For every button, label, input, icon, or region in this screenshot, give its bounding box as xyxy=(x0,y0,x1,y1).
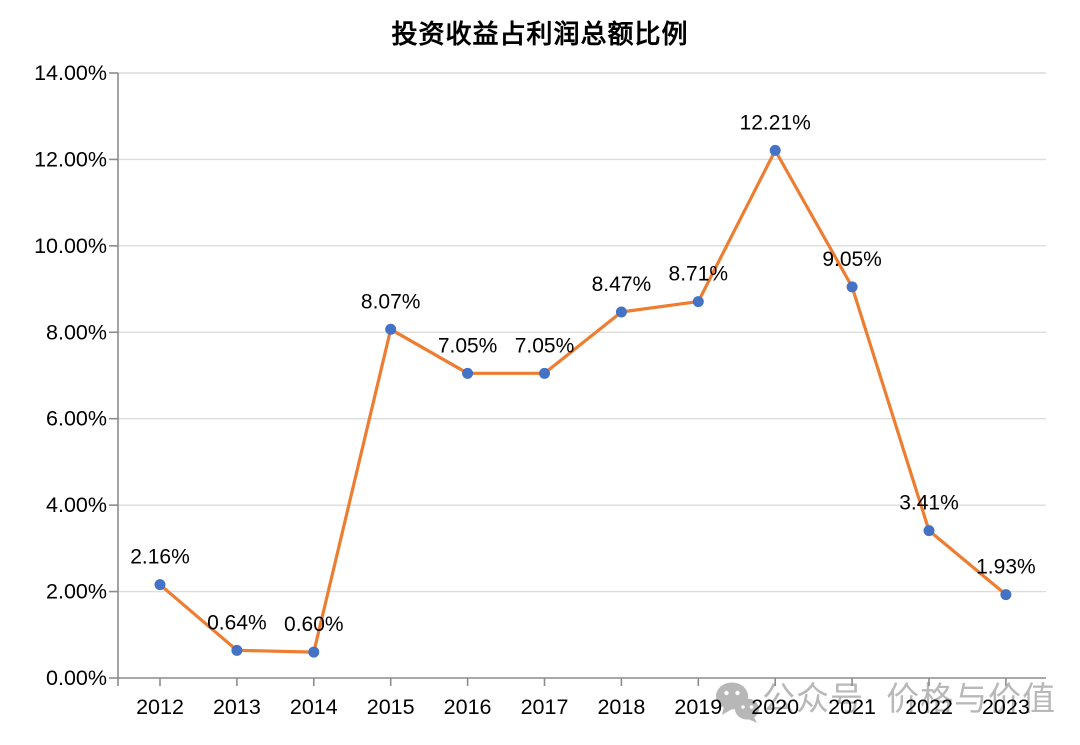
data-label: 7.05% xyxy=(515,334,575,357)
data-point-marker xyxy=(615,306,627,318)
data-point-marker xyxy=(231,644,243,656)
data-point-marker xyxy=(462,367,474,379)
x-axis-tick-label: 2016 xyxy=(444,695,492,719)
chart-title: 投资收益占利润总额比例 xyxy=(391,19,689,49)
series-polyline xyxy=(158,148,1008,654)
data-point-marker xyxy=(385,323,397,335)
data-label: 2.16% xyxy=(130,546,190,569)
x-axis-tick-label: 2023 xyxy=(982,695,1030,719)
gridlines xyxy=(118,72,1046,593)
series-line xyxy=(158,148,1008,654)
x-axis-tick-label: 2018 xyxy=(597,695,645,719)
x-axis-tick-label: 2021 xyxy=(828,695,876,719)
y-axis-tick-label: 4.00% xyxy=(46,493,107,517)
data-point-marker xyxy=(539,367,550,379)
data-point-marker xyxy=(769,144,781,156)
data-labels: 2.16% 0.64% 0.60% 8.07% 7.05% 7.05% 8.47% 8.71%… xyxy=(130,111,1035,636)
axis-labels: 0.00% 2.00% 4.00% 6.00% 8.00% 10.00% 12.00% 14.… xyxy=(34,61,1030,719)
data-label: 1.93% xyxy=(976,556,1036,579)
y-axis-tick-label: 0.00% xyxy=(46,666,107,690)
data-label: 8.47% xyxy=(592,273,652,296)
data-label: 8.71% xyxy=(669,263,729,286)
data-label: 8.07% xyxy=(361,290,421,313)
data-point-marker xyxy=(308,646,320,658)
data-point-marker xyxy=(692,296,704,308)
y-axis-tick-label: 8.00% xyxy=(46,320,107,344)
x-axis-tick-label: 2015 xyxy=(367,695,415,719)
y-axis-tick-label: 2.00% xyxy=(46,580,107,604)
x-axis-tick-label: 2013 xyxy=(213,695,261,719)
x-axis-tick-label: 2020 xyxy=(751,695,799,719)
axis-tick-marks xyxy=(109,72,1007,686)
x-axis-tick-label: 2014 xyxy=(290,695,338,719)
y-axis-tick-label: 10.00% xyxy=(34,234,107,258)
x-axis-tick-label: 2022 xyxy=(905,695,953,719)
x-axis-tick-label: 2017 xyxy=(521,695,569,719)
data-point-marker xyxy=(923,525,935,537)
data-label: 0.60% xyxy=(284,613,344,636)
y-axis-tick-label: 14.00% xyxy=(34,61,107,85)
data-label: 7.05% xyxy=(438,334,498,357)
data-point-marker xyxy=(154,579,166,591)
data-label: 0.64% xyxy=(207,611,267,634)
y-axis-tick-label: 6.00% xyxy=(46,407,107,431)
data-point-marker xyxy=(846,281,858,293)
x-axis-tick-label: 2019 xyxy=(674,695,722,719)
data-point-markers xyxy=(154,144,1012,658)
data-label: 12.21% xyxy=(740,111,811,134)
data-point-marker xyxy=(1000,589,1012,601)
axes xyxy=(117,73,1046,686)
data-label: 9.05% xyxy=(822,248,882,271)
data-label: 3.41% xyxy=(899,492,959,515)
y-axis-tick-label: 12.00% xyxy=(34,147,107,171)
x-axis-tick-label: 2012 xyxy=(136,695,184,719)
